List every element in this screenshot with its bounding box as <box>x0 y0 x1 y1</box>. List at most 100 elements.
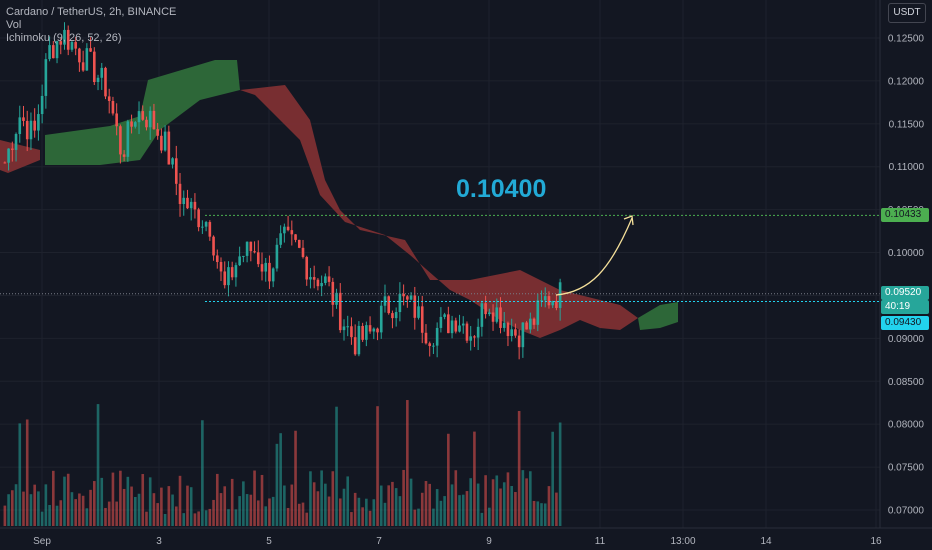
candle <box>245 241 249 256</box>
volume-bar <box>145 511 148 526</box>
volume-bar <box>297 503 301 526</box>
volume-bar <box>372 499 376 526</box>
candle <box>238 256 241 266</box>
volume-bar <box>424 481 428 526</box>
volume-bar <box>376 406 379 526</box>
candle <box>506 322 510 337</box>
volume-bar <box>394 488 398 526</box>
candle <box>48 45 51 60</box>
volume-bar <box>130 486 133 526</box>
volume-bar <box>413 509 417 526</box>
candle <box>78 48 81 63</box>
volume-bar <box>70 492 74 526</box>
volume-bar <box>558 422 562 526</box>
candle <box>70 42 74 50</box>
last-price-tag: 0.09520 <box>881 286 929 300</box>
candle <box>264 262 268 272</box>
candle <box>85 48 89 71</box>
ichimoku-cloud-bear <box>0 140 40 173</box>
volume-bar <box>52 470 55 526</box>
volume-indicator-label[interactable]: Vol <box>6 19 22 31</box>
volume-bar <box>402 469 405 526</box>
candle <box>119 126 122 155</box>
volume-bar <box>234 509 238 526</box>
volume-bar <box>286 507 290 526</box>
candle <box>81 62 85 71</box>
candle <box>174 158 178 184</box>
volume-bar <box>432 508 435 526</box>
candle <box>484 303 487 315</box>
volume-bar <box>316 491 320 526</box>
candle <box>29 120 33 140</box>
volume-bar <box>66 473 70 526</box>
volume-bar <box>59 500 63 526</box>
candle <box>208 222 212 237</box>
currency-button[interactable]: USDT <box>888 3 926 23</box>
volume-bar <box>40 511 44 526</box>
price-axis-label: 0.12000 <box>888 76 925 87</box>
target-price-annotation[interactable]: 0.10400 <box>456 175 547 203</box>
candle <box>532 318 536 325</box>
volume-bar <box>450 484 454 526</box>
ichimoku-indicator-label[interactable]: Ichimoku (9, 26, 52, 26) <box>6 32 122 44</box>
volume-bar <box>126 476 130 526</box>
candle <box>189 201 193 209</box>
candle <box>361 325 364 340</box>
candle <box>249 241 253 252</box>
candle <box>201 226 204 228</box>
volume-bar <box>502 482 506 526</box>
time-axis-label: 3 <box>156 536 162 547</box>
volume-bar <box>338 498 342 526</box>
candle <box>398 293 402 313</box>
candle <box>268 262 271 282</box>
volume-bar <box>48 504 51 526</box>
candle <box>461 323 465 326</box>
candle <box>383 296 387 306</box>
volume-bar <box>111 472 115 526</box>
candle <box>141 111 145 120</box>
volume-bar <box>387 485 391 526</box>
volume-bar <box>96 404 100 526</box>
time-axis-label: 13:00 <box>670 536 695 547</box>
volume-bar <box>439 500 443 526</box>
volume-bar <box>256 500 260 526</box>
candle <box>432 345 435 347</box>
candle <box>186 197 189 209</box>
volume-bar <box>312 482 316 526</box>
candle <box>290 230 294 235</box>
candle <box>212 236 215 256</box>
candle <box>253 251 256 253</box>
volume-bar <box>268 498 271 526</box>
time-axis-label: 11 <box>595 536 606 547</box>
candle <box>215 255 219 263</box>
price-axis-label: 0.08000 <box>888 420 925 431</box>
volume-bar <box>279 433 282 526</box>
candle <box>89 48 92 52</box>
volume-bar <box>454 470 458 526</box>
volume-bar <box>435 489 439 526</box>
volume-bar <box>44 484 48 526</box>
candle <box>156 129 159 136</box>
candle <box>275 244 279 269</box>
volume-bar <box>484 475 487 526</box>
volume-bar <box>488 507 491 526</box>
volume-bar <box>443 496 446 526</box>
candle <box>379 305 383 333</box>
candle <box>18 117 22 135</box>
candle <box>148 110 152 128</box>
symbol-title[interactable]: Cardano / TetherUS, 2h, BINANCE <box>6 6 177 18</box>
candle <box>122 154 126 157</box>
candle <box>312 277 316 280</box>
volume-bar <box>275 443 279 526</box>
volume-bar <box>201 420 204 526</box>
candle <box>338 292 342 331</box>
candle <box>171 158 174 165</box>
candle <box>167 131 171 165</box>
candle <box>465 323 469 341</box>
ichimoku-cloud-bull <box>638 302 678 330</box>
volume-bar <box>469 478 473 526</box>
volume-bar <box>182 513 186 526</box>
volume-bar <box>473 431 476 526</box>
price-axis-label: 0.12500 <box>888 34 925 45</box>
